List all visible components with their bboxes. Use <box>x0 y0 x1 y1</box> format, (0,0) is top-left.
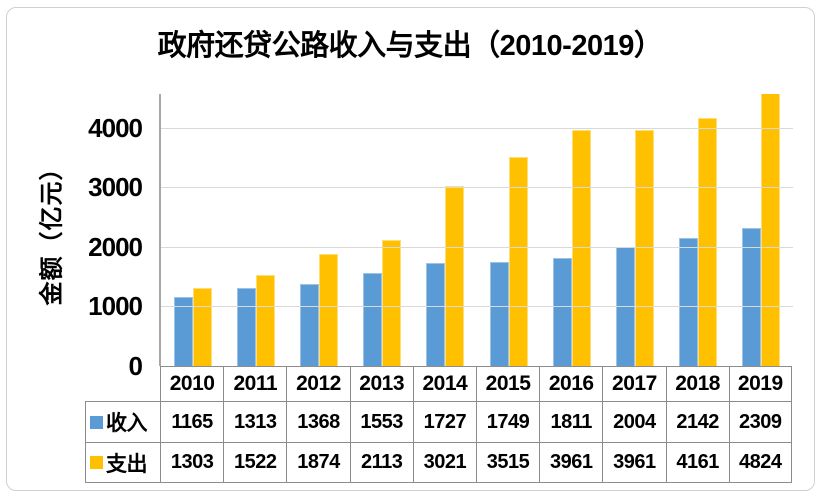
value-cell-支出-2010: 1303 <box>160 442 224 483</box>
data-table: 2010 2011 2012 2013 2014 2015 2016 2017 2018 2019… <box>85 366 792 483</box>
bar-支出-2019 <box>761 94 781 366</box>
value-cell-收入-2014: 1727 <box>412 401 476 442</box>
year-cell-2013: 2013 <box>349 366 413 401</box>
value-cell-支出-2015: 3515 <box>475 442 540 483</box>
bar-收入-2015 <box>489 261 509 366</box>
chart-title: 政府还贷公路收入与支出（2010-2019） <box>157 30 663 62</box>
y-tick-label: 0 <box>128 351 144 381</box>
value-cell-支出-2011: 1522 <box>223 442 287 483</box>
y-tick-label: 4000 <box>88 112 143 143</box>
legend-cell-收入: 收入 <box>85 401 160 442</box>
value-cell-收入-2018: 2142 <box>665 401 729 442</box>
legend-label-收入: 收入 <box>106 412 148 435</box>
y-tick-label: 3000 <box>88 172 143 203</box>
year-cell-2010: 2010 <box>160 366 224 401</box>
gridline <box>161 127 793 129</box>
value-cell-收入-2011: 1313 <box>223 401 287 442</box>
value-cell-支出-2019: 4824 <box>728 442 792 483</box>
bar-收入-2013 <box>363 273 383 366</box>
year-cell-2012: 2012 <box>286 366 350 401</box>
bar-支出-2014 <box>445 185 465 366</box>
value-cell-收入-2010: 1165 <box>160 401 224 442</box>
y-axis-ticks: 0 1000 2000 3000 4000 <box>0 94 150 379</box>
bar-支出-2010 <box>192 288 212 366</box>
year-cell-2017: 2017 <box>602 366 666 401</box>
bar-收入-2010 <box>173 296 193 366</box>
gridline <box>161 246 793 248</box>
legend-swatch-支出 <box>90 456 103 469</box>
bar-收入-2018 <box>679 238 699 366</box>
legend-label-支出: 支出 <box>106 452 148 476</box>
bar-groups <box>161 94 793 366</box>
value-cell-支出-2012: 1874 <box>286 442 350 483</box>
value-cell-收入-2012: 1368 <box>286 401 350 442</box>
bar-收入-2014 <box>426 263 446 366</box>
gridline <box>161 306 793 308</box>
year-cell-2018: 2018 <box>665 366 729 401</box>
bar-收入-2012 <box>300 284 319 366</box>
year-cell-2019: 2019 <box>728 366 792 401</box>
y-tick-label: 1000 <box>88 291 143 322</box>
bar-group-2013 <box>351 94 414 366</box>
value-cell-支出-2014: 3021 <box>412 442 476 483</box>
value-cell-收入-2015: 1749 <box>475 401 540 442</box>
bar-group-2011 <box>224 94 287 366</box>
bar-支出-2018 <box>698 118 718 366</box>
bar-支出-2017 <box>635 129 655 366</box>
year-cell-2016: 2016 <box>539 366 603 401</box>
value-cell-支出-2016: 3961 <box>539 442 603 483</box>
bar-group-2010 <box>161 94 224 366</box>
legend-cell-支出: 支出 <box>85 442 160 483</box>
bar-group-2018 <box>667 94 730 366</box>
bar-group-2015 <box>477 94 540 366</box>
year-cell-2014: 2014 <box>412 366 476 401</box>
value-cell-支出-2017: 3961 <box>602 442 666 483</box>
bar-支出-2016 <box>571 129 591 366</box>
value-cell-支出-2013: 2113 <box>349 442 413 483</box>
table-corner-cell <box>85 366 160 401</box>
bar-group-2016 <box>540 94 603 366</box>
y-tick-label: 2000 <box>88 231 143 262</box>
value-cell-支出-2018: 4161 <box>665 442 729 483</box>
bar-group-2012 <box>287 94 350 366</box>
bar-支出-2013 <box>382 240 402 366</box>
plot-area <box>159 94 793 366</box>
value-cell-收入-2017: 2004 <box>602 401 666 442</box>
bar-收入-2016 <box>552 258 572 366</box>
bar-group-2017 <box>603 94 666 366</box>
value-cell-收入-2013: 1553 <box>349 401 413 442</box>
value-cell-收入-2016: 1811 <box>539 401 603 442</box>
value-cell-收入-2019: 2309 <box>728 401 792 442</box>
bar-group-2014 <box>414 94 477 366</box>
bar-支出-2015 <box>508 156 528 366</box>
bar-收入-2019 <box>742 228 762 366</box>
legend-swatch-收入 <box>90 415 103 429</box>
year-cell-2011: 2011 <box>223 366 287 401</box>
bar-group-2019 <box>730 94 793 366</box>
bar-收入-2011 <box>236 287 256 366</box>
bar-支出-2011 <box>255 275 275 366</box>
gridline <box>161 187 793 189</box>
year-cell-2015: 2015 <box>475 366 540 401</box>
bar-支出-2012 <box>319 254 338 366</box>
